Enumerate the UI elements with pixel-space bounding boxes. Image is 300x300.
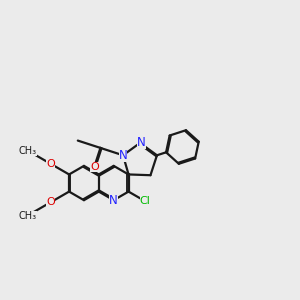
Text: CH₃: CH₃ (19, 146, 37, 155)
Text: CH₃: CH₃ (19, 211, 37, 220)
Text: O: O (46, 197, 55, 207)
Text: O: O (46, 159, 55, 169)
Text: Cl: Cl (140, 196, 151, 206)
Text: N: N (137, 136, 146, 149)
Text: N: N (119, 149, 128, 162)
Text: O: O (90, 162, 99, 172)
Text: N: N (109, 194, 118, 207)
